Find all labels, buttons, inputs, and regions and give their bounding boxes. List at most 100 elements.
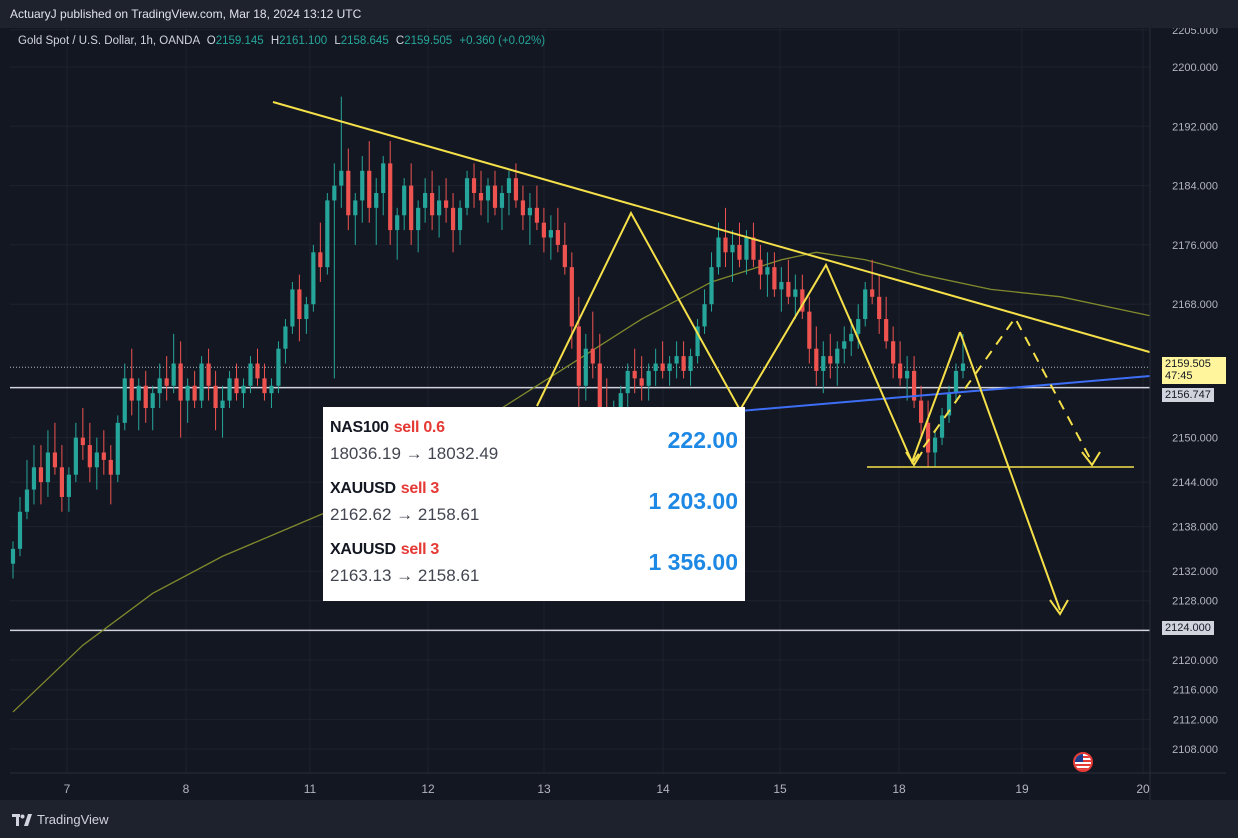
candle-body	[31, 467, 37, 490]
projection-solid	[959, 331, 1061, 611]
candle-body	[541, 222, 546, 238]
y-tick-label: 2168.000	[1172, 299, 1218, 311]
high-value: 2161.100	[279, 35, 328, 47]
candle-body	[73, 437, 78, 475]
arrowhead-dashed	[1081, 451, 1101, 467]
price-axis	[1150, 28, 1226, 800]
candle-body	[960, 363, 966, 371]
candle-body	[835, 348, 840, 364]
candle-body	[339, 170, 344, 186]
trade-prices: 2163.13 → 2158.61	[330, 566, 480, 585]
neckline-trendline	[739, 375, 1151, 412]
candle-body	[150, 393, 155, 408]
candle-body	[52, 452, 58, 468]
candle-body	[492, 185, 498, 208]
candle-body	[220, 400, 225, 408]
candle-body	[185, 385, 190, 401]
candle-body	[555, 230, 560, 245]
y-tick-label: 2120.000	[1172, 655, 1218, 667]
candle-body	[737, 244, 742, 260]
candle-body	[101, 452, 106, 460]
candle-body	[290, 289, 295, 327]
candle-body	[870, 289, 875, 297]
y-tick-label: 2184.000	[1172, 181, 1218, 193]
candle-body	[325, 200, 330, 268]
candle-body	[269, 385, 274, 394]
x-tick-label: 18	[892, 782, 906, 796]
trade-prices: 2162.62 → 2158.61	[330, 505, 480, 524]
y-tick-label: 2144.000	[1172, 477, 1218, 489]
candle-body	[17, 511, 23, 549]
candle-body	[311, 252, 316, 305]
candle-body	[946, 393, 952, 416]
tradingview-logo-icon	[12, 813, 32, 826]
y-tick-label: 2200.000	[1172, 62, 1218, 74]
trade-side: sell 0.6	[393, 419, 445, 436]
top-bar: ActuaryJ published on TradingView.com, M…	[0, 0, 1238, 28]
candle-body	[548, 230, 553, 238]
candle-body	[283, 326, 288, 349]
tradingview-logo[interactable]: TradingView	[12, 812, 109, 827]
candle-body	[94, 452, 99, 468]
candle-body	[45, 452, 51, 483]
candle-body	[807, 311, 812, 349]
x-tick-label: 13	[537, 782, 551, 796]
candle-body	[108, 459, 113, 475]
projection-dashed	[912, 316, 1093, 463]
candle-body	[793, 289, 798, 297]
candle-body	[702, 304, 707, 327]
candle-body	[597, 363, 602, 408]
candle-body	[905, 370, 910, 379]
candle-body	[660, 363, 665, 371]
candle-body	[863, 289, 868, 320]
trade-profit: 1 203.00	[648, 488, 738, 514]
y-tick-label: 2192.000	[1172, 121, 1218, 133]
candle-body	[618, 393, 623, 416]
candle-body	[534, 207, 539, 223]
candle-body	[569, 267, 574, 327]
candle-body	[443, 200, 449, 208]
arrowhead-solid	[1049, 599, 1069, 616]
candle-body	[437, 200, 442, 216]
candle-body	[87, 445, 92, 468]
open-label: O	[206, 35, 216, 47]
y-tick-label: 2176.000	[1172, 240, 1218, 252]
candle-body	[527, 207, 533, 216]
candle-body	[164, 378, 169, 386]
candle-body	[918, 400, 924, 423]
brand-name: TradingView	[37, 812, 109, 827]
high-label: H	[270, 35, 280, 47]
support-price-tag: 2156.747	[1162, 388, 1214, 402]
candle-body	[688, 356, 693, 371]
x-tick-label: 15	[773, 782, 787, 796]
us-flag-icon[interactable]	[1073, 752, 1093, 772]
candle-body	[38, 467, 44, 483]
candle-body	[828, 356, 833, 364]
candle-body	[730, 244, 735, 253]
y-tick-label: 2138.000	[1172, 522, 1218, 534]
candle-body	[758, 259, 763, 275]
candle-body	[213, 385, 218, 408]
candle-body	[276, 348, 281, 386]
candle-body	[821, 356, 826, 371]
candle-body	[939, 415, 945, 438]
candle-body	[402, 185, 407, 216]
candle-body	[856, 319, 861, 334]
trade-prices: 18036.19 → 18032.49	[330, 444, 499, 463]
candle-body	[681, 356, 686, 371]
open-value: 2159.145	[215, 35, 264, 47]
candle-body	[513, 178, 519, 201]
candle-body	[471, 178, 477, 194]
candle-body	[695, 326, 700, 357]
chart-area[interactable]: 2205.000 2200.000 2192.000 2184.000 2176.000…	[10, 28, 1226, 800]
candle-body	[241, 385, 246, 394]
candle-body	[10, 548, 16, 564]
candle-body	[499, 193, 505, 208]
candle-body	[297, 289, 302, 320]
candle-body	[457, 207, 463, 231]
pattern-zigzag	[536, 210, 961, 465]
candle-body	[953, 370, 959, 394]
x-tick-label: 8	[183, 782, 190, 796]
candle-body	[24, 489, 30, 512]
candle-body	[877, 296, 882, 320]
